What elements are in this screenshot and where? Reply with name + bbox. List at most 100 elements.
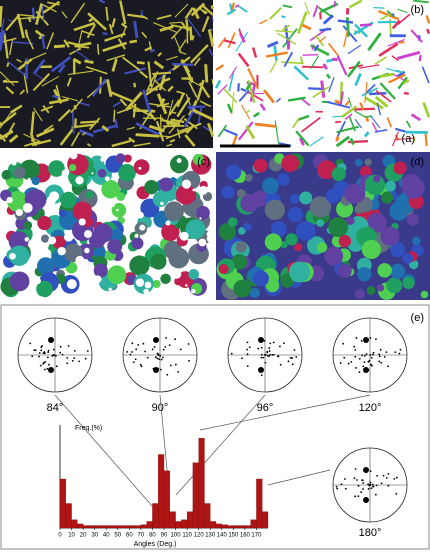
pole-dot [269,342,271,344]
grain [37,216,51,230]
void [1,252,3,254]
x-tick-label: 140 [217,533,228,539]
pole-dot [159,355,161,357]
bar [66,504,72,529]
grain [226,165,241,180]
fibre [404,93,409,94]
grain [421,291,429,299]
fibre [427,29,429,34]
pole-dot [43,352,45,354]
fibre [334,1,335,7]
void [67,279,77,289]
bar [100,526,106,528]
x-tick-label: 40 [103,533,110,539]
pole-dot [359,358,361,360]
void [206,232,211,237]
pole-dot [366,353,368,355]
pole-dot [279,346,281,348]
grain [326,189,340,203]
grain [407,213,419,225]
bar [83,526,89,528]
pole-dot [393,478,395,480]
fibre [367,117,368,122]
pole-dot [340,362,342,364]
pole-dot [266,351,268,353]
pole-dot [354,477,356,479]
grain [31,177,40,186]
fibre [0,6,1,27]
pole-dot [354,356,356,358]
grain [233,280,251,298]
void [109,288,112,291]
x-tick-label: 100 [171,533,182,539]
fibre [238,83,239,91]
pole-dot [295,356,297,358]
pole-dot [40,346,42,348]
pole-dot [368,361,370,363]
x-tick-label: 20 [80,533,87,539]
pole-dot [142,343,144,345]
pole-dot [278,355,280,357]
bar [233,526,239,528]
fibre [425,133,426,146]
pole-dot [375,494,377,496]
fibre [129,41,136,42]
void [84,230,92,238]
void [147,227,152,232]
pole-dot [188,360,190,362]
fibre [54,46,65,47]
void [164,165,167,168]
grain [367,286,376,295]
x-tick-label: 70 [138,533,145,539]
void [47,196,56,205]
pole-dot [62,354,64,356]
pole-dot [59,352,61,354]
x-tick-label: 10 [68,533,75,539]
pole-dot [358,495,360,497]
grain [265,233,282,250]
x-tick-label: 110 [182,533,192,539]
pole-dot [247,341,249,343]
pole-dot [164,346,166,348]
panel-label: (a) [402,133,415,145]
x-tick-label: 80 [149,533,156,539]
fibre [275,46,277,61]
fibre [420,55,421,61]
grain [107,265,126,284]
fibre [335,122,341,123]
panel-label: (e) [411,312,424,324]
grain [41,235,49,243]
grain [236,241,247,252]
void [191,289,196,294]
bar [129,526,135,528]
grain [107,239,122,254]
bar [147,521,153,528]
void [199,217,201,219]
grain [377,284,384,291]
grain [381,227,400,246]
void [138,167,141,170]
bar [135,526,141,528]
pole-dot [384,356,386,358]
void [75,176,83,184]
x-tick-label: 60 [126,533,133,539]
void [75,256,84,265]
bar [176,521,182,528]
pole-dot [264,354,266,356]
grain [69,164,76,171]
grain [118,164,136,182]
grain [159,178,173,192]
pole-dot [387,365,389,367]
pole-dot [372,486,374,488]
void [9,253,16,260]
fibre [337,136,338,141]
grain [134,159,150,175]
pole-cluster [258,367,264,373]
pole-dot [380,362,382,364]
grain [338,264,352,278]
pole-dot [359,371,361,373]
grain [170,155,188,173]
pole-dot [129,354,131,356]
void [143,289,149,295]
pole-dot [68,345,70,347]
